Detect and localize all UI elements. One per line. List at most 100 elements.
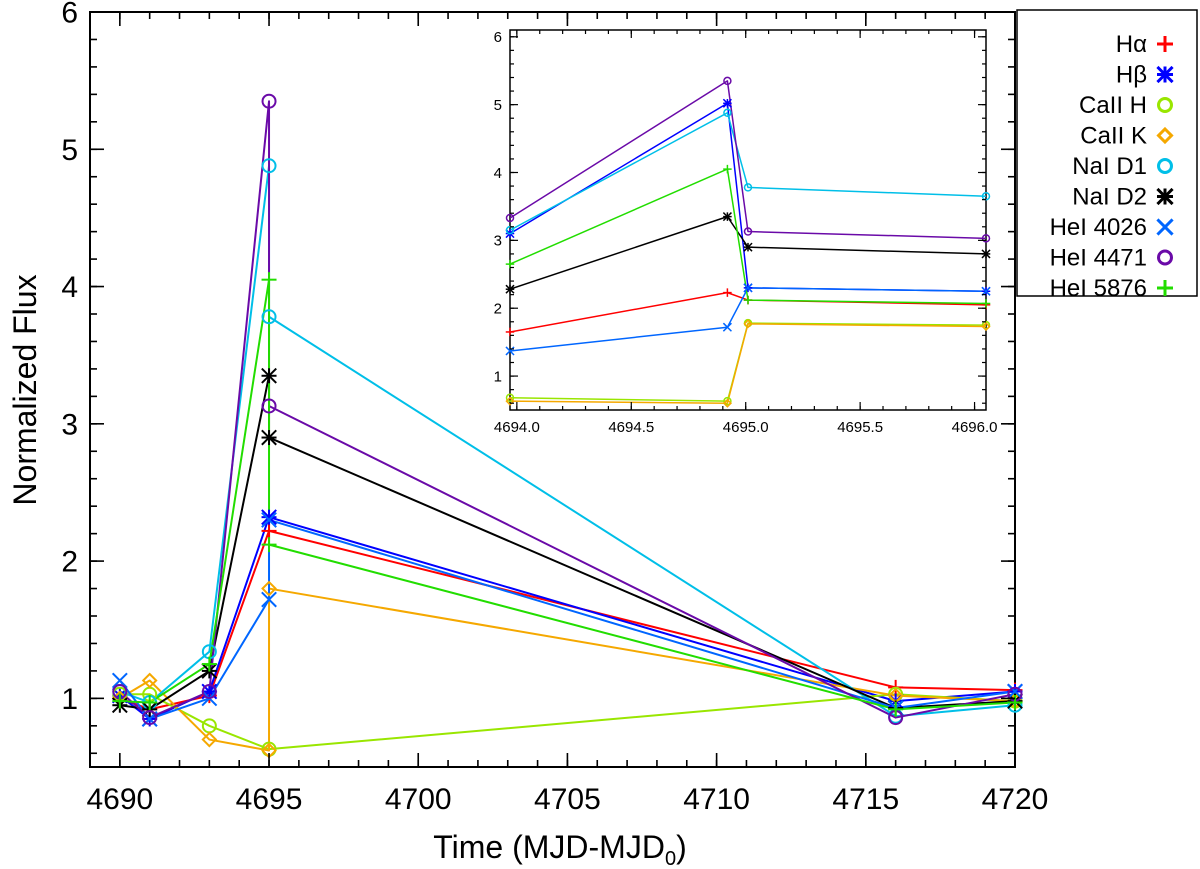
main-point-nai-d1-4 <box>261 309 277 325</box>
inset-point-hei-4471-1 <box>723 76 732 86</box>
x-axis-title: Time (MJD-MJD0) <box>433 829 686 869</box>
legend-label-h: Hα <box>1116 31 1147 58</box>
inset-point-h-1 <box>723 288 732 297</box>
inset-y-tick-label: 1 <box>494 368 502 385</box>
inset-point-caii-h-0 <box>505 393 515 403</box>
x-axis-title-subscript: 0 <box>665 848 676 869</box>
inset-plot-frame <box>509 29 987 411</box>
inset-point-nai-d2-1 <box>722 212 732 222</box>
main-point-caii-k-4 <box>261 580 277 597</box>
legend-marker-hei-4026 <box>1156 218 1174 236</box>
inset-y-tick-label: 5 <box>494 97 502 114</box>
inset-point-hei-5876-1 <box>723 164 732 174</box>
legend-label-hei-5876: HeI 5876 <box>1050 275 1147 302</box>
main-point-hei-4471-4 <box>261 398 277 414</box>
legend-box <box>1016 9 1198 297</box>
main-point-hei-5876-4 <box>261 537 277 553</box>
inset-point-hei-4026-2 <box>743 283 753 293</box>
legend-marker-nai-d1 <box>1157 158 1173 174</box>
inset-series-line-nai-d1 <box>510 112 986 231</box>
inset-point-caii-k-2 <box>743 319 753 329</box>
legend-label-h: Hβ <box>1116 62 1147 89</box>
main-point-h-3 <box>261 509 277 526</box>
x-axis-title-main: Time (MJD-MJD <box>433 829 665 865</box>
inset-y-tick-label: 3 <box>494 233 502 250</box>
inset-x-tick-label: 4694.0 <box>494 419 540 436</box>
inset-y-tick-label: 4 <box>494 165 502 182</box>
inset-point-caii-k-3 <box>981 321 991 332</box>
inset-point-hei-5876-3 <box>981 299 991 308</box>
legend-marker-h <box>1157 36 1173 52</box>
main-y-tick-label: 5 <box>61 134 78 167</box>
main-point-nai-d2-4 <box>261 429 277 446</box>
inset-series-line-hei-5876 <box>510 168 986 305</box>
inset-point-hei-4471-3 <box>981 234 991 243</box>
main-y-tick-label: 2 <box>61 546 78 579</box>
main-y-tick-label: 1 <box>61 683 78 716</box>
inset-point-hei-4026-3 <box>981 286 991 296</box>
inset-x-tick-label: 4695.5 <box>837 419 883 436</box>
main-point-hei-5876-1 <box>142 694 158 710</box>
inset-point-nai-d2-2 <box>743 242 753 252</box>
inset-point-hei-4471-0 <box>505 213 515 223</box>
inset-x-tick-label: 4695.0 <box>723 419 769 436</box>
inset-series-line-caii-k <box>510 323 986 404</box>
main-ticks <box>89 11 1016 767</box>
main-x-tick-label: 4695 <box>236 783 303 816</box>
inset-series-line-hei-4471 <box>510 80 986 240</box>
main-point-hei-5876-2 <box>201 656 217 672</box>
inset-plot: 4694.0 4694.5 4695.0 4695.5 4696.0 1 2 3 4 5 6 <box>494 29 998 436</box>
legend-marker-hei-5876 <box>1157 280 1173 296</box>
main-x-tick-label: 4690 <box>86 783 153 816</box>
inset-point-hei-4471-2 <box>743 227 753 236</box>
legend: Hα Hβ CaII H CaII K NaI D1 NaI D2 HeI 4026 HeI … <box>1016 9 1198 302</box>
inset-point-nai-d2-0 <box>505 284 515 294</box>
y-axis-title: Normalized Flux <box>7 274 43 505</box>
main-point-nai-d1-3 <box>261 158 277 174</box>
main-point-hei-4026-0 <box>111 672 128 689</box>
legend-marker-caii-h <box>1157 97 1173 113</box>
inset-point-hei-5876-0 <box>505 259 515 269</box>
inset-point-nai-d1-1 <box>723 108 732 118</box>
legend-marker-hei-4471 <box>1157 249 1173 266</box>
inset-point-caii-k-1 <box>722 398 732 408</box>
inset-point-caii-h-1 <box>723 396 732 406</box>
legend-label-caii-k: CaII K <box>1080 123 1147 150</box>
main-x-tick-label: 4710 <box>683 783 750 816</box>
main-x-tick-label: 4720 <box>982 783 1049 816</box>
main-x-tick-label: 4700 <box>385 783 452 816</box>
inset-series-line-hei-4026 <box>510 287 986 352</box>
inset-x-tick-label: 4696.0 <box>952 419 998 436</box>
inset-y-tick-label: 6 <box>494 29 502 46</box>
legend-marker-caii-k <box>1156 126 1174 145</box>
inset-point-h-1 <box>722 98 732 108</box>
main-point-hei-4471-2 <box>201 684 217 699</box>
legend-label-caii-h: CaII H <box>1079 92 1147 119</box>
main-point-h-3 <box>261 523 277 539</box>
legend-label-hei-4026: HeI 4026 <box>1050 214 1147 241</box>
legend-label-nai-d1: NaI D1 <box>1072 153 1147 180</box>
main-point-hei-5876-3 <box>261 272 277 288</box>
main-y-tick-label: 3 <box>61 408 78 441</box>
inset-y-tick-label: 2 <box>494 300 502 317</box>
main-series-line-caii-h <box>119 693 1015 751</box>
main-point-hei-5876-5 <box>888 701 904 717</box>
inset-x-tick-label: 4694.5 <box>608 419 654 436</box>
legend-marker-nai-d2 <box>1156 187 1174 206</box>
x-axis-title-close: ) <box>676 829 687 865</box>
main-point-hei-4026-4 <box>261 511 277 528</box>
main-point-hei-4026-3 <box>261 591 277 608</box>
main-x-tick-label: 4715 <box>832 783 899 816</box>
inset-point-h-0 <box>505 327 515 337</box>
main-point-hei-5876-0 <box>112 693 128 709</box>
main-point-caii-k-2 <box>201 731 218 748</box>
inset-point-caii-k-0 <box>505 396 515 406</box>
main-y-tick-label: 6 <box>61 0 78 30</box>
inset-point-nai-d1-2 <box>743 183 753 192</box>
main-point-hei-4471-3 <box>261 93 277 109</box>
legend-label-hei-4471: HeI 4471 <box>1050 245 1147 272</box>
inset-point-hei-5876-2 <box>743 295 753 305</box>
legend-label-nai-d2: NaI D2 <box>1072 184 1147 211</box>
main-point-hei-4026-6 <box>1007 683 1023 700</box>
